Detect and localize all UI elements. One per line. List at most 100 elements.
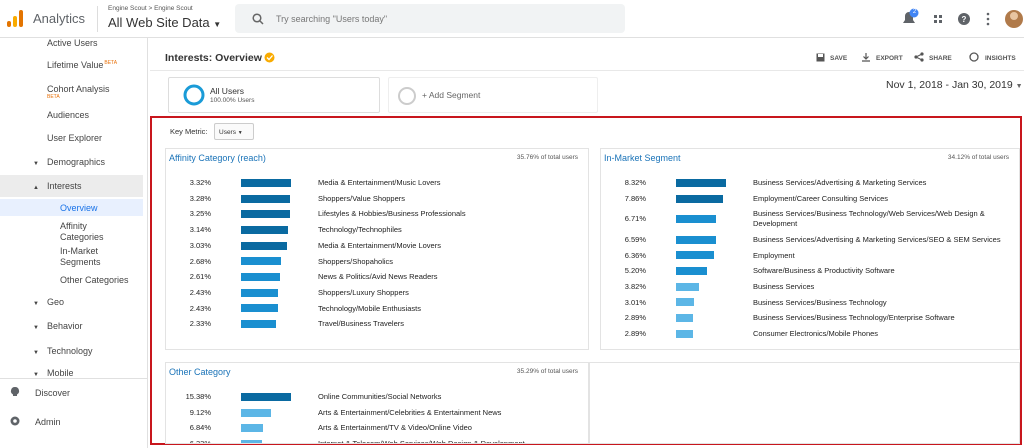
nav-item[interactable]: User Explorer [47,133,103,143]
row-label: Internet & Telecom/Web Services/Web Desi… [318,439,525,444]
nav-item[interactable]: ▼ Mobile [33,368,74,376]
bar [241,257,282,266]
sidebar: Active Users Lifetime ValueBETA Cohort A… [0,38,148,448]
nav-item[interactable]: Other Categories [60,275,129,285]
key-metric-label: Key Metric: [170,127,208,136]
date-range[interactable]: Nov 1, 2018 - Jan 30, 2019 ▼ [886,79,1023,91]
row-percent: 8.32% [624,178,646,187]
row-label: Business Services/Advertising & Marketin… [753,178,927,187]
more-icon[interactable] [986,12,990,26]
caret: ▼ [213,20,222,29]
bar-track [676,235,753,244]
beta-badge: BETA [104,60,118,66]
nav-item[interactable]: Affinity Categories [60,221,104,242]
bar [241,408,271,417]
search-box[interactable]: Try searching "Users today" [235,4,625,33]
share-button[interactable]: SHARE [929,55,952,62]
bar-track [241,273,318,282]
row-percent: 5.20% [624,266,646,276]
nav-item[interactable]: ▼ Demographics [33,157,105,167]
table-row: 2.68% Shoppers/Shopaholics [166,254,588,270]
row-percent: 3.82% [624,281,646,291]
bar-track [241,424,318,433]
row-label: Shoppers/Value Shoppers [318,193,406,203]
bar [241,194,291,203]
insights-button[interactable]: INSIGHTS [985,55,1016,62]
save-button[interactable]: SAVE [830,55,848,62]
nav-item[interactable]: ▼ Geo [33,297,64,307]
share-icon [914,52,924,62]
nav-footer-item[interactable]: Discover [35,388,71,398]
report-title: Interests: Overview [165,52,262,64]
bar [241,241,287,250]
bar-track [676,329,753,338]
bar-track [241,225,318,234]
row-label: Business Services [753,281,815,291]
breadcrumb[interactable]: Engine Scout > Engine Scout [108,5,193,12]
segment-card[interactable]: All Users 100.00% Users [168,77,380,113]
nav-item[interactable]: ▼ Behavior [33,321,83,331]
table-row: 15.38% Online Communities/Social Networks [166,389,588,405]
bar [241,225,289,234]
date-text: Nov 1, 2018 - Jan 30, 2019 [886,79,1013,91]
highlight-box [150,116,1022,445]
row-label: Shoppers/Shopaholics [318,256,394,266]
row-label: Shoppers/Luxury Shoppers [318,287,409,297]
row-percent: 6.71% [624,214,646,224]
table-row: 6.71% Business Services/Business Technolo… [601,206,1019,231]
nav-item[interactable]: Audiences [47,110,90,120]
nav-item[interactable]: Lifetime ValueBETA [47,60,117,70]
key-metric-dropdown[interactable]: Users ▼ [214,123,254,140]
view-selector[interactable]: All Web Site Data ▼ [108,15,221,30]
panel: Other Category 35.29% of total users 15.38… [165,362,589,444]
key-metric-value: Users [219,129,236,136]
add-segment[interactable]: + Add Segment [388,77,598,113]
row-label: Technology/Mobile Enthusiasts [318,303,421,313]
segment-name: All Users [210,86,245,96]
nav-footer-item[interactable]: Admin [35,417,61,427]
bar-track [676,314,753,323]
row-percent: 7.86% [624,193,646,203]
bar [241,273,281,282]
bar [676,329,694,338]
table-row: 3.28% Shoppers/Value Shoppers [166,191,588,207]
row-percent: 2.68% [189,256,211,266]
nav-item[interactable]: Active Users [47,38,98,48]
nav-item[interactable]: In-Market Segments [60,246,101,267]
export-button[interactable]: EXPORT [876,55,903,62]
nav-label: Technology [46,346,93,356]
nav-item[interactable]: Cohort Analysis BETA [47,84,110,104]
row-label: Travel/Business Travelers [318,319,405,329]
bar-track [241,210,318,219]
nav-item[interactable]: Overview [60,203,98,213]
help-icon[interactable] [958,13,970,25]
row-percent: 3.03% [189,240,211,250]
panel-title: In-Market Segment [604,153,681,163]
beta-badge: BETA [47,94,60,100]
bar-track [676,251,753,260]
nav-item[interactable]: ▼ Technology [33,346,93,356]
view-name: All Web Site Data [108,15,210,30]
nav-label: Behavior [46,321,83,331]
bar [676,235,716,244]
nav-label: Mobile [46,368,74,376]
export-icon [862,53,870,62]
bar-track [676,194,753,203]
row-percent: 6.59% [624,234,646,244]
empty-panel [589,362,1020,444]
logo [7,10,23,27]
bar [676,298,695,307]
bar-track [676,267,753,276]
bar [241,178,291,187]
row-percent: 2.89% [624,329,646,339]
segment-ring [183,84,205,106]
table-row: 6.84% Arts & Entertainment/TV & Video/Onl… [166,420,588,436]
row-label: Online Communities/Social Networks [318,392,442,401]
nav-item[interactable]: ▲ Interests [33,181,82,191]
product-name: Analytics [33,11,86,26]
divider [97,6,98,32]
apps-icon[interactable] [934,15,942,23]
row-label: Technology/Technophiles [318,225,402,235]
table-row: 2.89% Consumer Electronics/Mobile Phones [601,326,1019,342]
